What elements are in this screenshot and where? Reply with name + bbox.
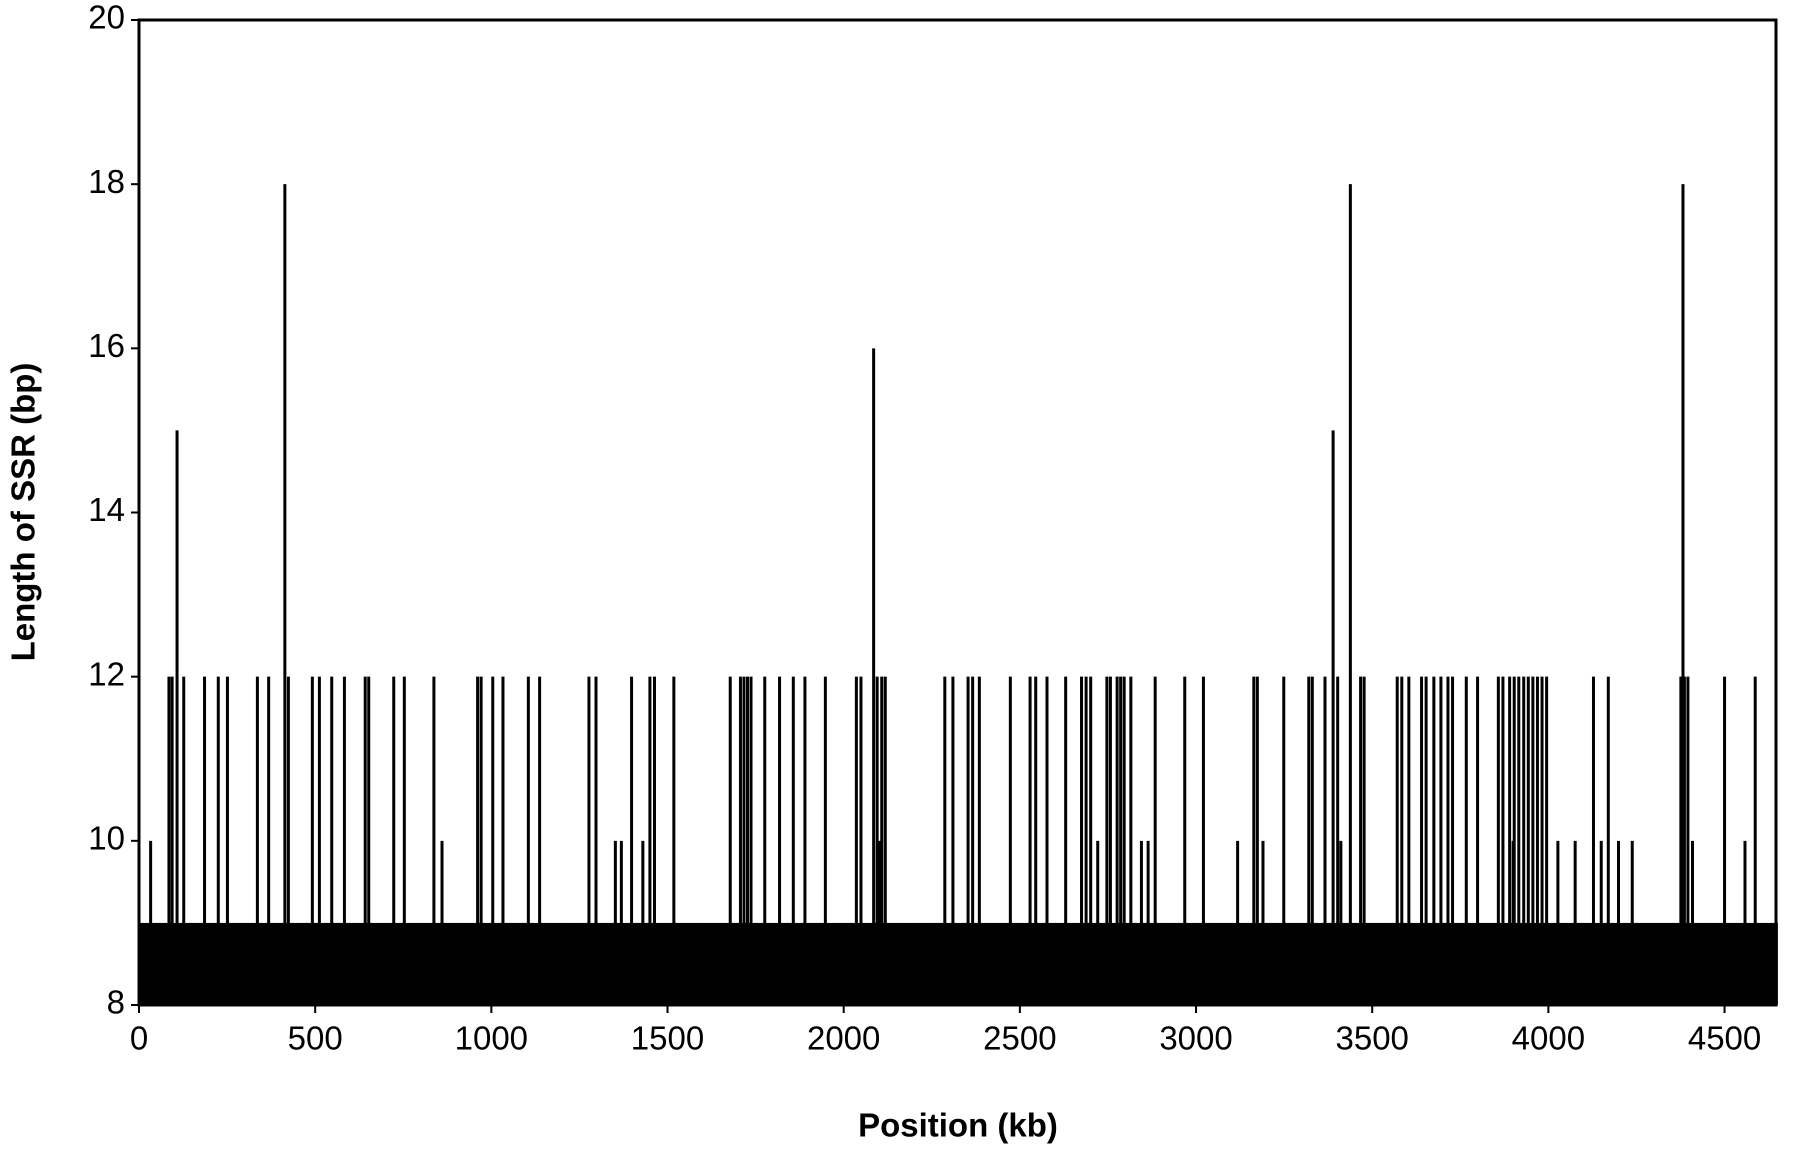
x-tick-label: 4500 (1688, 1020, 1761, 1057)
bar (191, 922, 210, 1005)
x-tick-label: 3000 (1159, 1020, 1232, 1057)
y-tick-label: 20 (88, 0, 125, 36)
bar (420, 922, 439, 1005)
x-tick-label: 4000 (1512, 1020, 1585, 1057)
bar (597, 922, 616, 1005)
bar (614, 922, 633, 1005)
bar (896, 922, 915, 1005)
y-tick-label: 8 (107, 984, 125, 1021)
bar (1724, 922, 1743, 1005)
bar (984, 922, 1003, 1005)
bar (649, 922, 669, 1005)
bar (967, 922, 986, 1005)
bar (1090, 922, 1109, 1005)
bar (262, 922, 281, 1005)
bar (561, 922, 580, 1005)
plot-frame (137, 18, 1778, 1007)
x-tick-label: 2500 (983, 1020, 1056, 1057)
bar (1301, 922, 1320, 1005)
bar (808, 922, 827, 1005)
bar (1530, 922, 1549, 1005)
bar (368, 922, 387, 1005)
bar (1654, 922, 1673, 1005)
bar (1618, 922, 1637, 1005)
bar (456, 922, 475, 1005)
x-axis-title: Position (kb) (858, 1107, 1058, 1144)
bar (1231, 922, 1250, 1005)
bar (1460, 922, 1479, 1005)
bar (773, 922, 792, 1005)
bar (1143, 922, 1162, 1005)
bar (227, 922, 246, 1005)
bar (403, 922, 422, 1005)
bar (1636, 922, 1655, 1005)
bar (1706, 922, 1726, 1005)
x-tick-label: 1500 (631, 1020, 704, 1057)
bar (1266, 922, 1285, 1005)
x-tick-label: 500 (288, 1020, 343, 1057)
bar (508, 922, 528, 1005)
bar (491, 922, 510, 1005)
bar (1196, 922, 1215, 1005)
bar (1178, 922, 1197, 1005)
bar (1389, 922, 1408, 1005)
bar (1055, 922, 1074, 1005)
bar (826, 922, 845, 1005)
bar (931, 922, 950, 1005)
y-tick-label: 12 (88, 655, 125, 692)
y-axis-title: Length of SSR (bp) (5, 363, 42, 662)
y-tick-label: 18 (88, 163, 125, 200)
bar (878, 922, 898, 1005)
bar (1319, 922, 1338, 1005)
x-tick-label: 3500 (1336, 1020, 1409, 1057)
bar (1160, 922, 1179, 1005)
x-tick-label: 1000 (455, 1020, 528, 1057)
y-tick-label: 16 (88, 327, 125, 364)
bar (702, 922, 721, 1005)
bar (139, 922, 158, 1005)
bar (1284, 922, 1303, 1005)
bar (914, 922, 933, 1005)
bar (244, 922, 263, 1005)
bar (1477, 922, 1497, 1005)
bar (1759, 922, 1778, 1005)
bar (843, 922, 862, 1005)
y-tick-label: 10 (88, 820, 125, 857)
bar (1213, 922, 1232, 1005)
bar (332, 922, 351, 1005)
bar (667, 922, 686, 1005)
bar (685, 922, 704, 1005)
bar (632, 922, 651, 1005)
x-tick-label: 0 (130, 1020, 148, 1057)
x-tick-label: 2000 (807, 1020, 880, 1057)
bar (1601, 922, 1620, 1005)
bar (544, 922, 563, 1005)
y-tick-label: 14 (88, 491, 125, 528)
bar (1372, 922, 1391, 1005)
